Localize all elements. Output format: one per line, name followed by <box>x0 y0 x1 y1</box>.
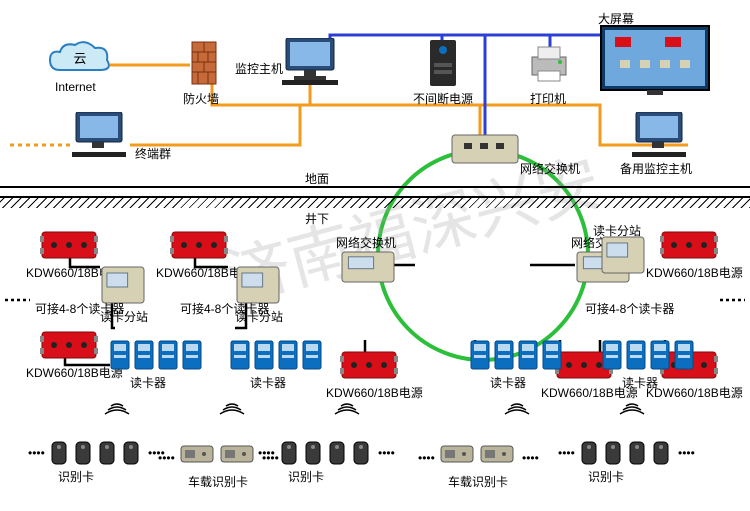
label-ground-below: 井下 <box>305 210 329 227</box>
firewall-label: 防火墙 <box>183 90 219 107</box>
reader-label: 读卡器 <box>622 374 658 391</box>
reader-label: 读卡器 <box>490 374 526 391</box>
vehicle-tag-icon <box>220 445 254 463</box>
psu-label: KDW660/18B电源 <box>326 384 423 401</box>
reader-icon <box>182 340 202 370</box>
id-tag-icon <box>122 440 140 466</box>
reader-label: 读卡器 <box>130 374 166 391</box>
cloud-sublabel: Internet <box>55 80 96 94</box>
id-tag-icon <box>98 440 116 466</box>
reader-icon <box>230 340 250 370</box>
net-switch-label: 网络交换机 <box>520 160 580 177</box>
ups-label: 不间断电源 <box>413 90 473 107</box>
reader-icon <box>518 340 538 370</box>
substation-label: 读卡分站 <box>593 222 641 239</box>
reader-icon <box>626 340 646 370</box>
psu-icon <box>40 330 98 362</box>
reader-icon <box>134 340 154 370</box>
net-switch-icon <box>450 133 520 171</box>
cloud-label: 云 <box>73 51 86 66</box>
tag-label: 识别卡 <box>288 468 324 485</box>
reader-icon <box>278 340 298 370</box>
dots: •••• <box>28 446 45 460</box>
signal-icon <box>500 400 534 416</box>
ups-icon <box>428 38 458 88</box>
signal-icon <box>330 400 364 416</box>
reader-icon <box>254 340 274 370</box>
vehicle-tag-icon <box>440 445 474 463</box>
tan-box-icon <box>235 265 281 305</box>
signal-icon <box>615 400 649 416</box>
id-tag-icon <box>280 440 298 466</box>
firewall-icon <box>190 40 218 85</box>
id-tag-icon <box>580 440 598 466</box>
dots: •••• <box>418 451 435 465</box>
psu-icon <box>340 350 398 382</box>
reader-icon <box>158 340 178 370</box>
printer-icon <box>528 45 570 83</box>
tag-label: 识别卡 <box>58 468 94 485</box>
ground-hatching <box>0 196 750 208</box>
reader-icon <box>542 340 562 370</box>
psu-label: KDW660/18B电源 <box>646 264 743 281</box>
dots: •••• <box>158 451 175 465</box>
psu-icon <box>40 230 98 262</box>
monitor-host-icon <box>280 38 340 86</box>
id-tag-icon <box>352 440 370 466</box>
reader-note: 可接4-8个读卡器 <box>585 300 674 317</box>
label-ground-above: 地面 <box>305 170 329 187</box>
id-tag-icon <box>328 440 346 466</box>
psu-icon <box>660 230 718 262</box>
tan-box-icon <box>100 265 146 305</box>
tag-label: 车载识别卡 <box>188 473 248 490</box>
tag-label: 车载识别卡 <box>448 473 508 490</box>
ug-switch-label: 网络交换机 <box>336 234 396 251</box>
reader-icon <box>110 340 130 370</box>
reader-icon <box>674 340 694 370</box>
id-tag-icon <box>628 440 646 466</box>
signal-icon <box>215 400 249 416</box>
reader-note: 可接4-8个读卡器 <box>180 300 269 317</box>
printer-label: 打印机 <box>530 90 566 107</box>
cloud-icon: 云 <box>45 40 115 80</box>
id-tag-icon <box>652 440 670 466</box>
reader-icon <box>494 340 514 370</box>
bigscreen-label: 大屏幕 <box>598 10 634 27</box>
reader-note: 可接4-8个读卡器 <box>35 300 124 317</box>
tan-box-icon <box>600 235 646 275</box>
terminals-label: 终端群 <box>135 145 171 162</box>
vehicle-tag-icon <box>480 445 514 463</box>
vehicle-tag-icon <box>180 445 214 463</box>
reader-icon <box>470 340 490 370</box>
dots: •••• <box>522 451 539 465</box>
dots: •••• <box>258 446 275 460</box>
bigscreen-icon <box>600 25 710 97</box>
backup-host-icon <box>630 112 688 158</box>
id-tag-icon <box>50 440 68 466</box>
reader-icon <box>602 340 622 370</box>
tag-label: 识别卡 <box>588 468 624 485</box>
signal-icon <box>100 400 134 416</box>
psu-icon <box>170 230 228 262</box>
monitor-host-label: 监控主机 <box>235 60 283 77</box>
id-tag-icon <box>304 440 322 466</box>
psu-label: KDW660/18B电源 <box>26 364 123 381</box>
id-tag-icon <box>604 440 622 466</box>
dots: •••• <box>678 446 695 460</box>
dots: •••• <box>378 446 395 460</box>
terminal-icon <box>70 112 128 158</box>
reader-icon <box>650 340 670 370</box>
dots: •••• <box>558 446 575 460</box>
ground-line <box>0 186 750 188</box>
id-tag-icon <box>74 440 92 466</box>
reader-icon <box>302 340 322 370</box>
tan-box-icon <box>340 250 396 284</box>
psu-label: KDW660/18B电源 <box>646 384 743 401</box>
backup-host-label: 备用监控主机 <box>620 160 692 177</box>
reader-label: 读卡器 <box>250 374 286 391</box>
